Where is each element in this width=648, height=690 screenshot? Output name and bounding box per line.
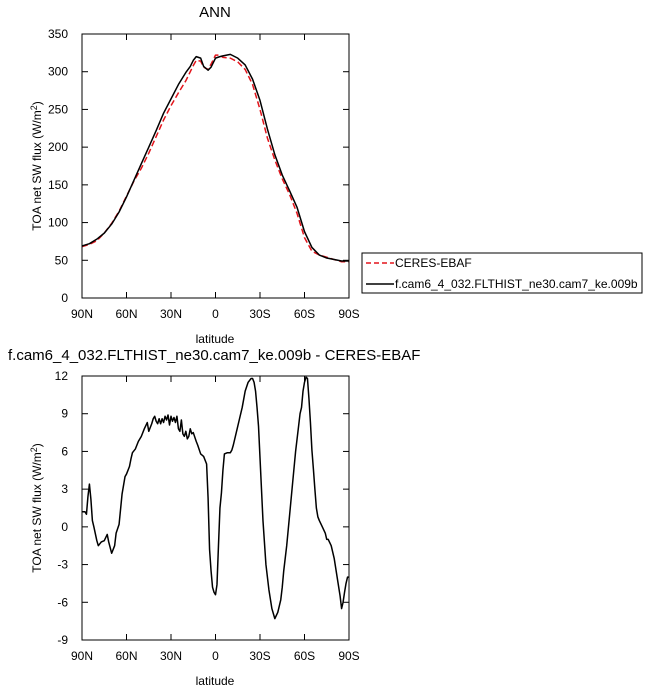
bottom-chart-x-tick-label: 60N [115,649,137,663]
top-chart-series-line-0 [81,54,349,263]
bottom-chart-y-tick-label: 0 [61,520,68,534]
top-chart-x-tick-label: 30S [249,307,270,321]
legend-entry-ceres: CERES-EBAF [395,256,472,270]
bottom-chart-y-tick-label: 6 [61,444,68,458]
top-chart-y-tick-label: 100 [48,216,68,230]
top-chart-y-tick-label: 350 [48,27,68,41]
top-chart-y-tick-label: 250 [48,102,68,116]
top-chart-x-tick-label: 90S [338,307,359,321]
bottom-chart-y-tick-label: -3 [57,558,68,572]
top-chart-x-ticks: 90N 60N 30N 0 30S 60S 90S [71,34,360,321]
top-chart-x-tick-label: 90N [71,307,93,321]
bottom-chart-x-axis-label: latitude [196,674,235,688]
top-chart-frame [81,33,350,299]
top-chart-series [81,53,349,263]
top-chart-x-tick-label: 0 [212,307,219,321]
bottom-chart-y-tick-label: 12 [55,369,69,383]
bottom-chart-frame [81,375,350,641]
bottom-chart-series [82,376,349,620]
top-chart: ANN 90N 60N 30N 0 30S 60S 90S 0 50 100 150 200 250 3… [29,4,643,346]
bottom-chart-x-tick-label: 30N [160,649,182,663]
top-chart-x-tick-label: 60S [294,307,315,321]
top-chart-title: ANN [199,4,231,21]
top-chart-y-tick-label: 50 [55,253,69,267]
bottom-chart-x-tick-label: 90S [338,649,359,663]
bottom-chart-x-ticks: 90N 60N 30N 0 30S 60S 90S [71,376,360,663]
legend-box [361,252,643,294]
legend-entry-model: f.cam6_4_032.FLTHIST_ne30.cam7_ke.009b [395,277,638,291]
bottom-chart-x-tick-label: 90N [71,649,93,663]
top-chart-x-axis-label: latitude [196,332,235,346]
top-chart-series-line-1 [81,53,349,262]
bottom-chart-y-axis-label: TOA net SW flux (W/m2) [29,443,44,572]
top-chart-y-tick-label: 150 [48,178,68,192]
top-chart-y-tick-label: 0 [61,291,68,305]
bottom-chart-y-tick-label: 9 [61,407,68,421]
bottom-chart-x-tick-label: 60S [294,649,315,663]
top-chart-y-axis-label: TOA net SW flux (W/m2) [29,101,44,230]
top-chart-x-tick-label: 30N [160,307,182,321]
bottom-chart: f.cam6_4_032.FLTHIST_ne30.cam7_ke.009b -… [8,347,420,688]
top-chart-y-tick-label: 200 [48,140,68,154]
bottom-chart-y-tick-label: -6 [57,595,68,609]
bottom-chart-y-tick-label: -9 [57,633,68,647]
top-chart-y-tick-label: 300 [48,65,68,79]
top-chart-x-tick-label: 60N [115,307,137,321]
bottom-chart-y-ticks: -9 -6 -3 0 3 6 9 12 [55,369,349,647]
top-chart-y-ticks: 0 50 100 150 200 250 300 350 [48,27,349,305]
bottom-chart-series-line-0 [82,376,349,620]
top-chart-legend: CERES-EBAF f.cam6_4_032.FLTHIST_ne30.cam… [361,252,643,294]
bottom-chart-title: f.cam6_4_032.FLTHIST_ne30.cam7_ke.009b -… [8,347,420,364]
bottom-chart-x-tick-label: 30S [249,649,270,663]
bottom-chart-y-tick-label: 3 [61,482,68,496]
bottom-chart-x-tick-label: 0 [212,649,219,663]
